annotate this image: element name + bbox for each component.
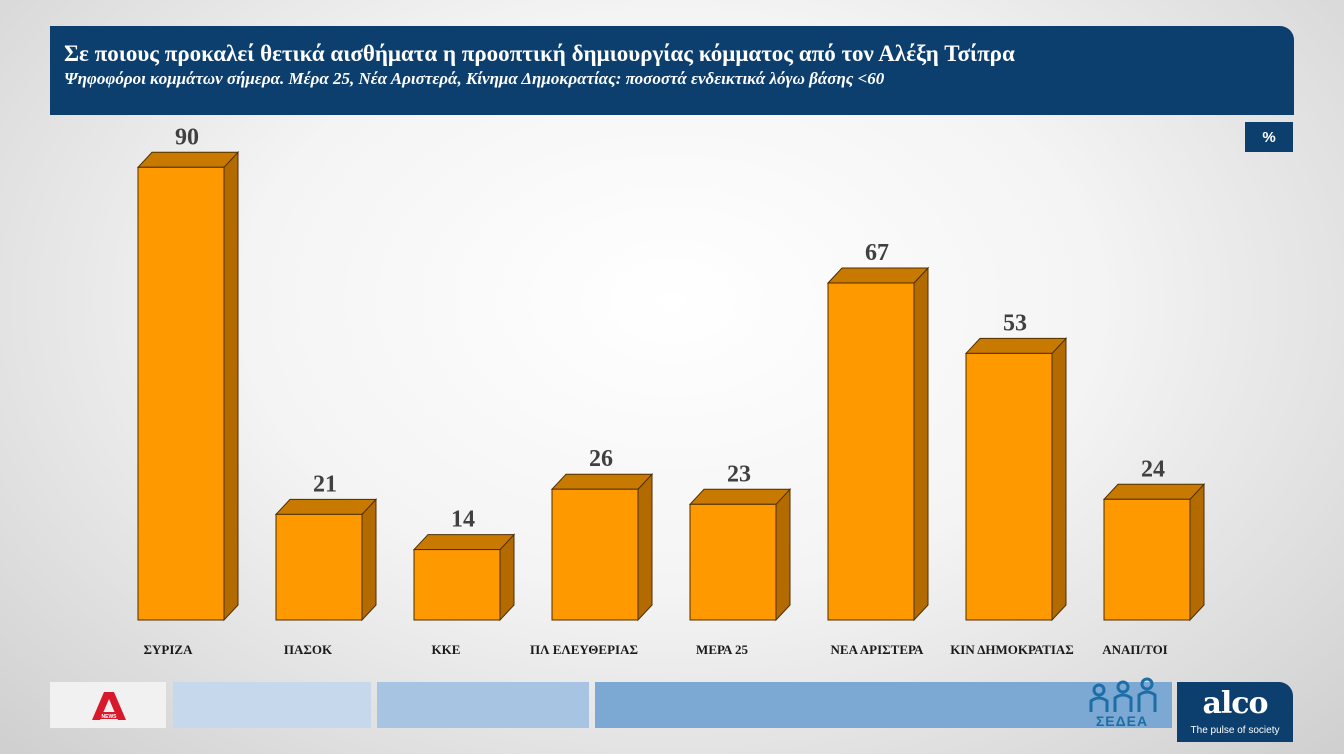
bar-front [827, 282, 915, 621]
bar-front [551, 488, 639, 621]
bar [136, 151, 240, 622]
percent-unit-badge: % [1245, 122, 1293, 152]
bar-top [136, 151, 240, 168]
category-label: ΜΕΡΑ 25 [696, 642, 748, 657]
bar-top [688, 488, 792, 505]
bar-side [361, 498, 377, 622]
bar [688, 488, 792, 622]
bar [274, 498, 378, 622]
svg-text:NEWS: NEWS [102, 714, 118, 720]
bar-side [637, 472, 653, 622]
footer-band-3 [595, 682, 1172, 728]
sedea-logo-text: ΣΕΔΕΑ [1095, 713, 1149, 729]
bar-top [826, 267, 930, 284]
bar-front [137, 166, 225, 621]
data-label: 53 [1003, 310, 1027, 336]
category-label: ΠΛ ΕΛΕΥΘΕΡΙΑΣ [530, 642, 638, 657]
data-label: 23 [727, 461, 751, 487]
bar [826, 266, 930, 622]
data-label: 90 [175, 124, 199, 150]
category-label: ΣΥΡΙΖΑ [144, 642, 194, 657]
bar-top [550, 473, 654, 490]
category-label: ΚΙΝ ΔΗΜΟΚΡΑΤΙΑΣ [950, 642, 1074, 657]
bar-top [1102, 483, 1206, 500]
category-label: ΠΑΣΟΚ [284, 642, 333, 657]
chart-title: Σε ποιους προκαλεί θετικά αισθήματα η πρ… [64, 41, 1015, 66]
sedea-people-icon [1089, 677, 1157, 712]
chart-header: Σε ποιους προκαλεί θετικά αισθήματα η πρ… [50, 26, 1294, 115]
alco-brand: alco [1202, 686, 1268, 721]
bar-top [412, 534, 516, 551]
alco-logo: alco The pulse of society [1177, 682, 1293, 742]
alpha-news-logo: NEWS [50, 682, 166, 728]
bar-front [1103, 498, 1191, 621]
bar [964, 337, 1068, 622]
footer-band-1 [173, 682, 371, 728]
alpha-icon: NEWS [92, 692, 126, 720]
bar [1102, 483, 1206, 622]
bar-front [413, 549, 501, 621]
bar-side [223, 151, 239, 622]
category-label: ΚΚΕ [432, 642, 461, 657]
category-label: ΑΝΑΠ/ΤΟΙ [1102, 642, 1168, 657]
bar [550, 472, 654, 622]
bar-side [1051, 337, 1067, 622]
bar-side [1189, 483, 1205, 622]
data-label: 14 [451, 507, 475, 533]
chart-subtitle: Ψηφοφόροι κομμάτων σήμερα. Μέρα 25, Νέα … [64, 69, 885, 88]
bar-front [965, 352, 1053, 621]
bar [412, 533, 516, 622]
alco-tagline: The pulse of society [1190, 725, 1280, 736]
category-label: ΝΕΑ ΑΡΙΣΤΕΡΑ [831, 642, 925, 657]
bar-top [274, 498, 378, 515]
bar-front [689, 503, 777, 621]
data-label: 24 [1141, 456, 1165, 482]
data-label: 26 [589, 446, 613, 472]
data-label: 21 [313, 471, 337, 497]
bar-top [964, 337, 1068, 354]
bar-front [275, 513, 363, 621]
footer-band-2 [377, 682, 589, 728]
bar-side [775, 488, 791, 622]
data-label: 67 [865, 240, 889, 266]
bar-side [913, 266, 929, 622]
